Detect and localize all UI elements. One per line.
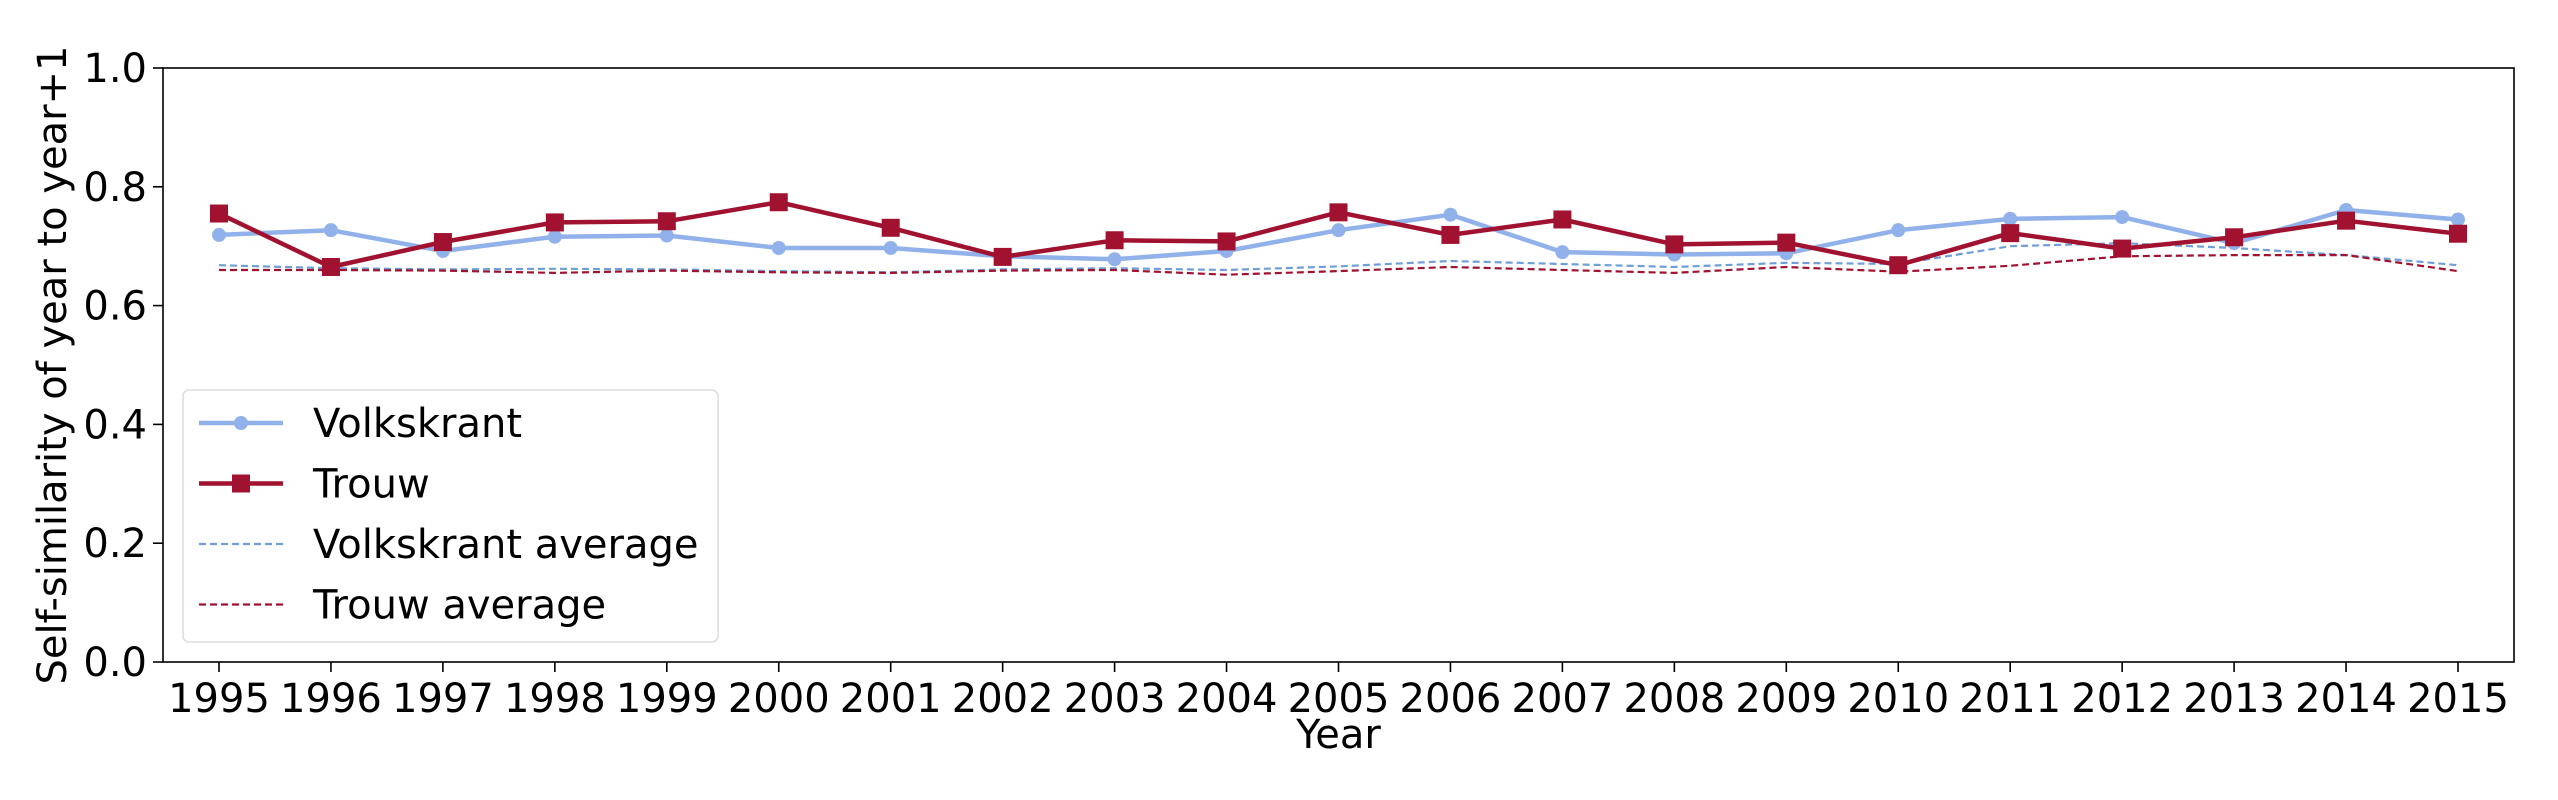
x-tick-label: 1997 (392, 676, 494, 722)
data-point (1443, 207, 1458, 222)
data-point (1441, 225, 1460, 244)
data-point (210, 204, 228, 223)
legend-label: Trouw (312, 462, 430, 508)
data-point (1329, 203, 1348, 222)
legend-box (182, 389, 719, 643)
data-point (1105, 231, 1124, 250)
legend-label: Volkskrant average (313, 522, 698, 568)
x-tick-label: 1999 (616, 676, 718, 722)
x-tick-label: 2006 (1400, 676, 1502, 722)
x-tick-label: 2003 (1064, 676, 1166, 722)
series-trouw-average (219, 254, 2459, 276)
data-point (771, 240, 786, 255)
data-point (2451, 212, 2465, 227)
x-tick-label: 2000 (728, 676, 830, 722)
y-tick-label: 0.0 (83, 640, 147, 686)
x-tick-label: 1998 (504, 676, 606, 722)
data-point (657, 212, 676, 231)
data-point (1891, 223, 1906, 238)
x-tick-label: 2012 (2071, 676, 2173, 722)
x-tick-label: 2005 (1288, 676, 1390, 722)
y-tick-label: 1.0 (83, 46, 147, 92)
x-tick-label: 2013 (2183, 676, 2285, 722)
data-point (323, 223, 338, 238)
legend-marker (234, 416, 248, 430)
data-point (769, 193, 788, 212)
data-point (1217, 232, 1236, 251)
data-point (881, 218, 900, 237)
x-tick-label: 1995 (168, 676, 270, 722)
data-point (433, 233, 452, 252)
data-point (2003, 211, 2018, 226)
data-point (883, 240, 898, 255)
data-point (2337, 211, 2356, 230)
data-point (1777, 233, 1796, 252)
data-point (2113, 239, 2132, 258)
legend-item: Volkskrant average (199, 522, 698, 568)
legend-item: Trouw average (199, 583, 606, 629)
data-point (1555, 245, 1570, 260)
x-tick-label: 1996 (280, 676, 382, 722)
y-axis-ticks: 0.0 0.2 0.4 0.6 0.8 1.0 (83, 46, 163, 686)
legend-label: Volkskrant (313, 401, 522, 447)
x-axis-ticks: 1995 1996 1997 1998 1999 2000 2001 2002 2003 2004… (168, 662, 2509, 722)
y-tick-label: 0.2 (83, 521, 147, 567)
x-tick-label: 2004 (1176, 676, 1278, 722)
legend-marker (232, 474, 250, 493)
data-point (321, 257, 340, 276)
data-point (993, 247, 1012, 266)
x-tick-label: 2011 (1959, 676, 2061, 722)
y-tick-label: 0.8 (83, 165, 147, 211)
legend-item: Trouw (199, 462, 430, 508)
y-axis-title: Self-similarity of year to year+1 (30, 45, 76, 684)
data-point (1665, 235, 1684, 254)
x-tick-label: 2015 (2407, 676, 2509, 722)
x-tick-label: 2001 (840, 676, 942, 722)
data-point (1553, 210, 1572, 229)
data-point (2225, 228, 2244, 247)
data-point (212, 227, 226, 242)
data-point (547, 229, 562, 244)
data-point (1107, 252, 1122, 267)
legend: Volkskrant Trouw Volkskrant average Trouw a… (182, 389, 719, 643)
x-tick-label: 2014 (2295, 676, 2397, 722)
x-tick-label: 2009 (1735, 676, 1837, 722)
data-point (1889, 256, 1908, 275)
x-tick-label: 2010 (1847, 676, 1949, 722)
series-trouw (210, 193, 2467, 276)
data-point (2115, 210, 2130, 225)
x-tick-label: 2008 (1623, 676, 1725, 722)
series-line (219, 254, 2459, 276)
plot-lines (210, 193, 2467, 276)
data-point (2001, 224, 2020, 243)
data-point (659, 228, 674, 243)
y-tick-label: 0.6 (83, 284, 147, 330)
data-point (2449, 224, 2467, 243)
y-tick-label: 0.4 (83, 402, 147, 448)
legend-item: Volkskrant (199, 401, 522, 447)
legend-label: Trouw average (312, 583, 606, 629)
x-axis-title: Year (1295, 712, 1381, 758)
data-point (1331, 223, 1346, 238)
x-tick-label: 2007 (1512, 676, 1614, 722)
x-tick-label: 2002 (952, 676, 1054, 722)
data-point (545, 213, 564, 232)
